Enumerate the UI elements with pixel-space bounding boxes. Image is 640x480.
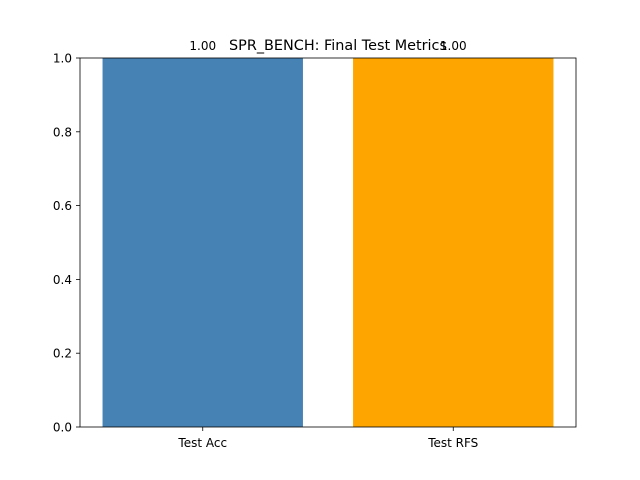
x-tick-label: Test Acc: [177, 436, 227, 450]
y-tick-label: 0.4: [53, 273, 72, 287]
x-tick-label: Test RFS: [427, 436, 478, 450]
x-axis: Test Acc Test RFS: [177, 427, 478, 450]
y-tick-label: 0.2: [53, 347, 72, 361]
bar-value-labels: 1.00 1.00: [189, 39, 466, 53]
bar-value-label: 1.00: [189, 39, 216, 53]
bar-test-acc: [102, 58, 303, 427]
y-tick-label: 0.8: [53, 125, 72, 139]
y-tick-label: 0.6: [53, 199, 72, 213]
y-axis: 0.0 0.2 0.4 0.6 0.8 1.0: [53, 52, 80, 435]
axes-frame: [79, 57, 577, 428]
chart-title: SPR_BENCH: Final Test Metrics: [229, 38, 447, 54]
bar-test-rfs: [353, 58, 554, 427]
bar-value-label: 1.00: [440, 39, 467, 53]
y-tick-label: 1.0: [53, 52, 72, 66]
y-tick-label: 0.0: [53, 421, 72, 435]
bars: [102, 58, 554, 427]
